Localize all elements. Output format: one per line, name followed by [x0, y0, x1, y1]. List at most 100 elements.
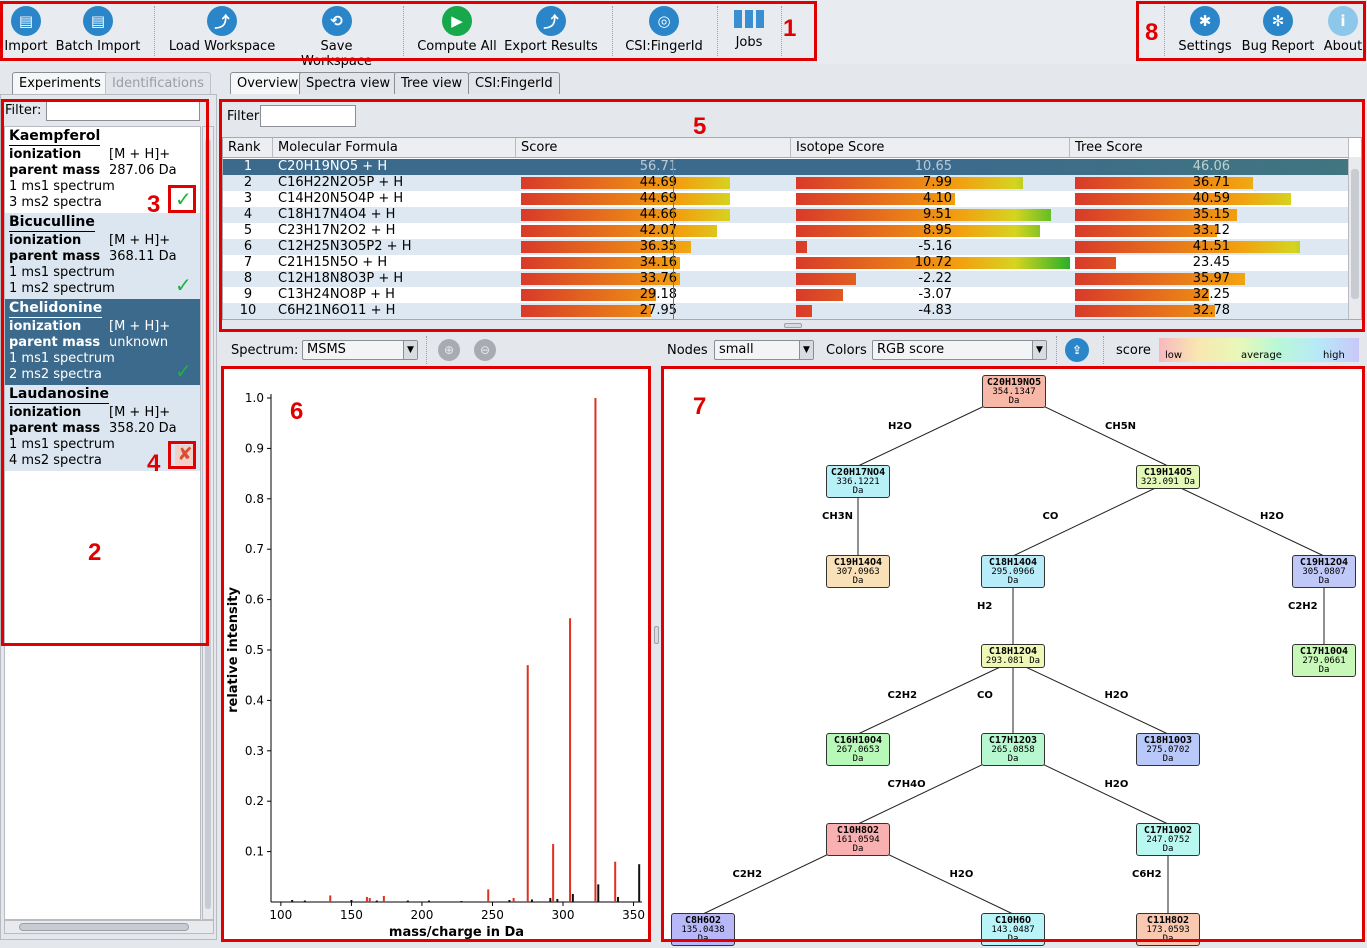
tab-tree-view[interactable]: Tree view [394, 72, 470, 94]
zoom-in-icon[interactable]: ⊕ [438, 339, 460, 361]
column-header[interactable]: Score [516, 138, 791, 158]
node-mass: 279.0661 Da [1302, 656, 1346, 675]
tree-node[interactable]: C20H19NO5 354.1347 Da [982, 375, 1046, 408]
colors-select[interactable]: RGB score ▼ [872, 340, 1047, 360]
table-row[interactable]: 7 C21H15N5O + H 34.16 10.72 23.45 [223, 255, 1349, 271]
spectrum-select[interactable]: MSMS ▼ [302, 340, 418, 360]
hscrollbar-thumb[interactable] [19, 923, 189, 931]
spectrum-plot[interactable]: 0.1 0.2 0.3 0.4 0.5 0.6 0.7 0.8 0.9 1.0 100 150 200 2… [222, 368, 650, 940]
results-table-scrollbar[interactable] [1348, 157, 1361, 319]
tree-value: 33.12 [1192, 223, 1230, 238]
experiment-list-hscrollbar[interactable] [4, 920, 214, 934]
parent-mass-label: parent mass [9, 421, 101, 436]
tree-node[interactable]: C18H12O4 293.081 Da [981, 644, 1045, 668]
nodes-select[interactable]: small ▼ [714, 340, 814, 360]
tree-node[interactable]: C18H14O4 295.0966 Da [981, 555, 1045, 588]
export-tree-icon[interactable]: ⇪ [1065, 338, 1089, 362]
experiment-item[interactable]: Kaempferol ionization [M + H]+ parent mass 2… [5, 127, 200, 213]
batch-import-button[interactable]: ▤ Batch Import [55, 4, 141, 60]
table-row[interactable]: 10 C6H21N6O11 + H 27.95 -4.83 32.78 [223, 303, 1349, 319]
experiment-filter-input[interactable] [46, 100, 200, 121]
spectrum-chart[interactable]: 0.1 0.2 0.3 0.4 0.5 0.6 0.7 0.8 0.9 1.0 100 150 200 2… [222, 368, 650, 940]
table-row[interactable]: 1 C20H19NO5 + H 56.71 10.65 46.06 [223, 159, 1351, 175]
import-button[interactable]: ▤ Import [3, 4, 49, 60]
scrollbar-thumb[interactable] [1351, 169, 1359, 299]
rank-cell: 7 [243, 255, 253, 270]
y-tick-label: 0.1 [245, 845, 264, 859]
tab-overview[interactable]: Overview [230, 72, 306, 94]
tab-spectra-view[interactable]: Spectra view [299, 72, 398, 94]
tree-node[interactable]: C10H8O2 161.0594 Da [826, 823, 890, 856]
tab-experiments[interactable]: Experiments [12, 72, 108, 94]
tree-node[interactable]: C17H10O2 247.0752 Da [1136, 823, 1200, 856]
save-workspace-button[interactable]: ⟲ Save Workspace [283, 4, 390, 69]
y-tick-label: 0.8 [245, 492, 264, 506]
about-button[interactable]: i About [1322, 4, 1364, 60]
jobs-button[interactable]: Jobs [730, 4, 768, 60]
tree-node[interactable]: C16H10O4 267.0653 Da [826, 733, 890, 766]
cross-icon: ✘ [175, 445, 195, 465]
node-formula: C18H12O4 [988, 646, 1038, 657]
score-bar [796, 241, 807, 253]
tab-identifications[interactable]: Identifications [105, 72, 212, 94]
experiment-list[interactable]: Kaempferol ionization [M + H]+ parent mass 2… [4, 126, 201, 920]
tree-node[interactable]: C8H6O2 135.0438 Da [671, 913, 735, 946]
table-row[interactable]: 6 C12H25N3O5P2 + H 36.35 -5.16 41.51 [223, 239, 1349, 255]
table-row[interactable]: 2 C16H22N2O5P + H 44.69 7.99 36.71 [223, 175, 1349, 191]
table-row[interactable]: 4 C18H17N4O4 + H 44.66 9.51 35.15 [223, 207, 1349, 223]
score-bar [521, 193, 730, 205]
tree-value: 35.15 [1192, 207, 1230, 222]
results-table[interactable]: Rank Molecular Formula Score Isotope Score T… [222, 137, 1362, 320]
iso-value: 7.99 [923, 175, 952, 190]
tree-node[interactable]: C20H17NO4 336.1221 Da [826, 465, 890, 498]
node-formula: C19H14O5 [1143, 467, 1193, 478]
splitter-handle[interactable] [654, 626, 659, 644]
column-header[interactable]: Isotope Score [791, 138, 1070, 158]
column-header[interactable]: Rank [223, 138, 273, 158]
scrollbar-thumb[interactable] [205, 139, 211, 909]
tree-node[interactable]: C19H14O5 323.091 Da [1136, 465, 1200, 489]
export-results-button[interactable]: ⤴ Export Results [503, 4, 599, 60]
load-workspace-button[interactable]: ⤴ Load Workspace [168, 4, 276, 60]
experiment-item[interactable]: Bicuculline ionization [M + H]+ parent mass… [5, 213, 200, 299]
table-row[interactable]: 3 C14H20N5O4P + H 44.69 4.10 40.59 [223, 191, 1349, 207]
tree-node[interactable]: C18H10O3 275.0702 Da [1136, 733, 1200, 766]
score-bar [796, 273, 856, 285]
node-mass: 161.0594 Da [836, 835, 880, 854]
column-header[interactable]: Tree Score [1070, 138, 1349, 158]
tree-node[interactable]: C19H12O4 305.0807 Da [1292, 555, 1356, 588]
score-bar [521, 289, 656, 301]
table-row[interactable]: 9 C13H24NO8P + H 29.18 -3.07 32.25 [223, 287, 1349, 303]
x-tick-label: 300 [552, 908, 575, 922]
experiment-list-scrollbar[interactable] [202, 126, 214, 920]
tree-node[interactable]: C19H14O4 307.0963 Da [826, 555, 890, 588]
experiment-item[interactable]: Chelidonine ionization [M + H]+ parent mass… [5, 299, 200, 385]
toolbar-separator [403, 6, 404, 56]
splitter-handle[interactable] [784, 323, 802, 328]
tab-csi-fingerid[interactable]: CSI:FingerId [468, 72, 560, 94]
tree-edge [1012, 660, 1169, 735]
table-row[interactable]: 8 C12H18N8O3P + H 33.76 -2.22 35.97 [223, 271, 1349, 287]
tree-node[interactable]: C11H8O2 173.0593 Da [1136, 913, 1200, 946]
save-workspace-icon: ⟲ [321, 6, 352, 36]
settings-button[interactable]: ✱ Settings [1176, 4, 1234, 60]
experiment-item[interactable]: Laudanosine ionization [M + H]+ parent mass… [5, 385, 200, 471]
compute-all-button[interactable]: ▶ Compute All [416, 4, 498, 60]
column-header[interactable]: Molecular Formula [273, 138, 516, 158]
results-filter-input[interactable] [260, 105, 356, 127]
iso-value: -3.07 [918, 287, 952, 302]
table-row[interactable]: 5 C23H17N2O2 + H 42.07 8.95 33.12 [223, 223, 1349, 239]
x-axis-label: mass/charge in Da [389, 925, 524, 940]
ms1-count: 1 ms1 spectrum [9, 179, 115, 194]
fingerprint-icon: ◎ [649, 6, 679, 36]
tree-node[interactable]: C17H10O4 279.0661 Da [1292, 644, 1356, 677]
score-bar [521, 241, 691, 253]
tree-node[interactable]: C17H12O3 265.0858 Da [981, 733, 1045, 766]
csi-fingerid-button[interactable]: ◎ CSI:FingerId [624, 4, 704, 60]
bug-report-button[interactable]: ✻ Bug Report [1240, 4, 1316, 60]
zoom-out-icon[interactable]: ⊖ [474, 339, 496, 361]
tree-node[interactable]: C10H6O 143.0487 Da [981, 913, 1045, 946]
fragmentation-tree[interactable]: H2O CH5N CH3N CO H2O H2 C2H2 C2H2 CO H2O C7H4O H2O C… [663, 368, 1362, 946]
info-icon: i [1328, 6, 1358, 36]
score-value: 33.76 [639, 271, 677, 286]
